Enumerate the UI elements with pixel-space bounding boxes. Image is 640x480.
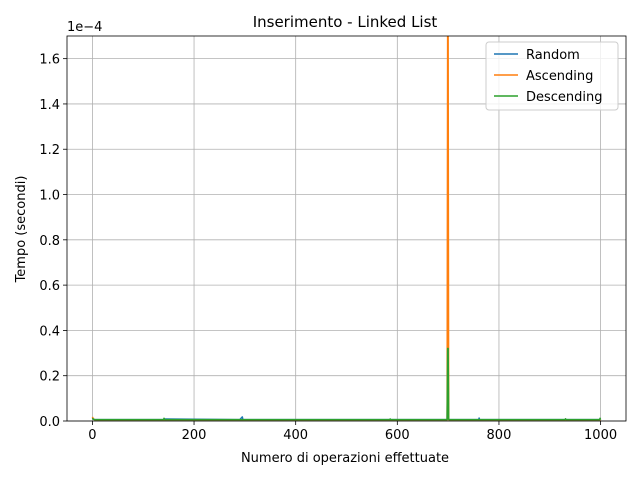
series-line-random [91,354,601,421]
legend: Random Ascending Descending [485,41,619,111]
plot-frame [66,35,627,422]
legend-box [485,41,619,111]
x-tick-label: 600 [385,428,410,443]
series-line-descending [91,347,602,421]
y-tick-label: 0.2 [39,370,60,385]
series-lines [91,36,602,421]
y-tick-label: 1.4 [39,98,60,113]
y-axis-label: Tempo (secondi) [14,176,29,284]
x-tick-label: 200 [182,428,207,443]
x-axis-label: Numero di operazioni effettuate [241,451,449,466]
x-tick-label: 1000 [584,428,617,443]
chart-title: Inserimento - Linked List [253,13,438,31]
x-tick-label: 0 [88,428,96,443]
y-tick-label: 0.4 [39,324,60,339]
y-tick-label: 1.2 [39,143,60,158]
legend-label-descending: Descending [526,90,603,105]
x-axis-ticks: 0 200 400 600 800 1000 [88,421,617,443]
y-tick-label: 1.0 [39,189,60,204]
legend-label-random: Random [526,48,580,63]
legend-label-ascending: Ascending [526,69,593,84]
y-axis-ticks: 0.0 0.2 0.4 0.6 0.8 1.0 1.2 1.4 1.6 [39,53,67,430]
x-tick-label: 800 [487,428,512,443]
x-tick-label: 400 [283,428,308,443]
y-tick-label: 0.0 [39,415,60,430]
y-tick-label: 0.6 [39,279,60,294]
y-scale-label: 1e−4 [67,20,102,35]
y-tick-label: 0.8 [39,234,60,249]
y-tick-label: 1.6 [39,53,60,68]
